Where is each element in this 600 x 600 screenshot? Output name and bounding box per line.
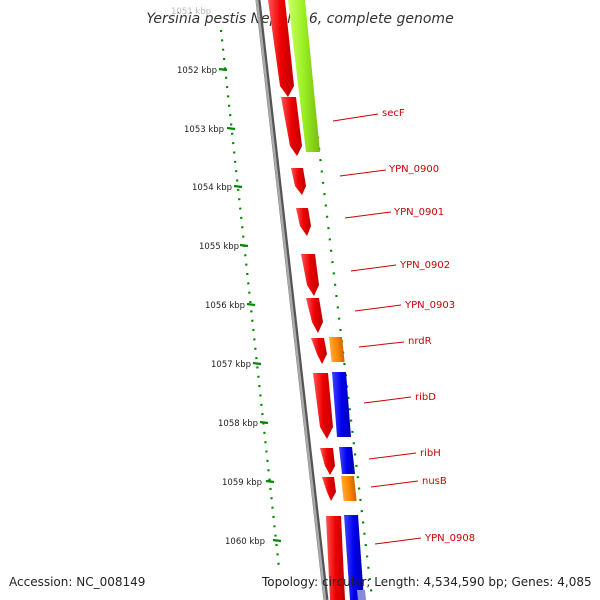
gene-arrow-red [326,516,345,600]
accession-text: Accession: NC_008149 [9,575,145,589]
callout-line [363,396,412,404]
gene-arrow-red [268,0,294,97]
major-tick [226,126,236,131]
tick-label: 1059 kbp [222,478,262,488]
callout-line [339,169,387,177]
tick-label: 1056 kbp [205,301,245,311]
tick-label: 1052 kbp [177,66,217,76]
callout-lines [332,113,422,545]
feature-purple [357,590,366,600]
gene-label-YPN_0901[interactable]: YPN_0901 [393,207,444,218]
major-ticks [218,67,282,543]
gene-arrow-red [311,338,327,364]
feature-blue [332,372,351,437]
tick-label: 1057 kbp [211,360,251,370]
gene-arrow-red [320,448,335,475]
feature-green [288,0,320,152]
gene-arrow-red [313,373,333,439]
major-tick [272,538,282,543]
major-tick [233,184,243,189]
callout-line [332,113,379,122]
callout-line [350,264,397,272]
gene-arrow-red [296,208,311,236]
gene-label-secF[interactable]: secF [382,108,405,119]
major-tick [246,302,256,307]
backbone [255,0,327,600]
tick-label: 1053 kbp [184,125,224,135]
callout-line [344,211,392,219]
genome-summary-text: Topology: circular; Length: 4,534,590 bp… [261,575,592,589]
major-tick [218,67,228,72]
tick-label-partial: 1051 kbp [171,7,211,17]
tick-label: 1060 kbp [225,537,265,547]
callout-line [368,452,417,460]
gene-arrow-red [291,168,306,195]
major-tick [265,479,275,484]
feature-blue [344,515,364,600]
tick-label: 1058 kbp [218,419,258,429]
callout-line [370,480,419,488]
inner-scale-ring [301,11,374,599]
feature-orange [341,476,357,501]
gene-label-nrdR[interactable]: nrdR [408,336,432,347]
major-tick [259,420,269,425]
callout-line [358,341,405,348]
feature-blue [339,447,355,474]
gene-arrow-red [301,254,319,296]
gene-arrow-red [306,298,323,333]
tick-label: 1054 kbp [192,183,232,193]
major-tick [252,361,262,366]
feature-orange [329,337,345,362]
gene-arrow-red [281,97,302,156]
callout-line [354,304,402,312]
gene-label-YPN_0900[interactable]: YPN_0900 [388,164,439,175]
gene-arrow-red [322,477,336,501]
gene-label-nusB[interactable]: nusB [422,476,447,487]
gene-label-YPN_0908[interactable]: YPN_0908 [424,533,475,544]
tick-label: 1055 kbp [199,242,239,252]
gene-label-ribH[interactable]: ribH [420,448,441,459]
major-tick [239,243,249,248]
gene-label-ribD[interactable]: ribD [415,392,436,403]
callout-line [374,537,422,545]
gene-label-YPN_0903[interactable]: YPN_0903 [404,300,455,311]
gene-label-YPN_0902[interactable]: YPN_0902 [399,260,450,271]
